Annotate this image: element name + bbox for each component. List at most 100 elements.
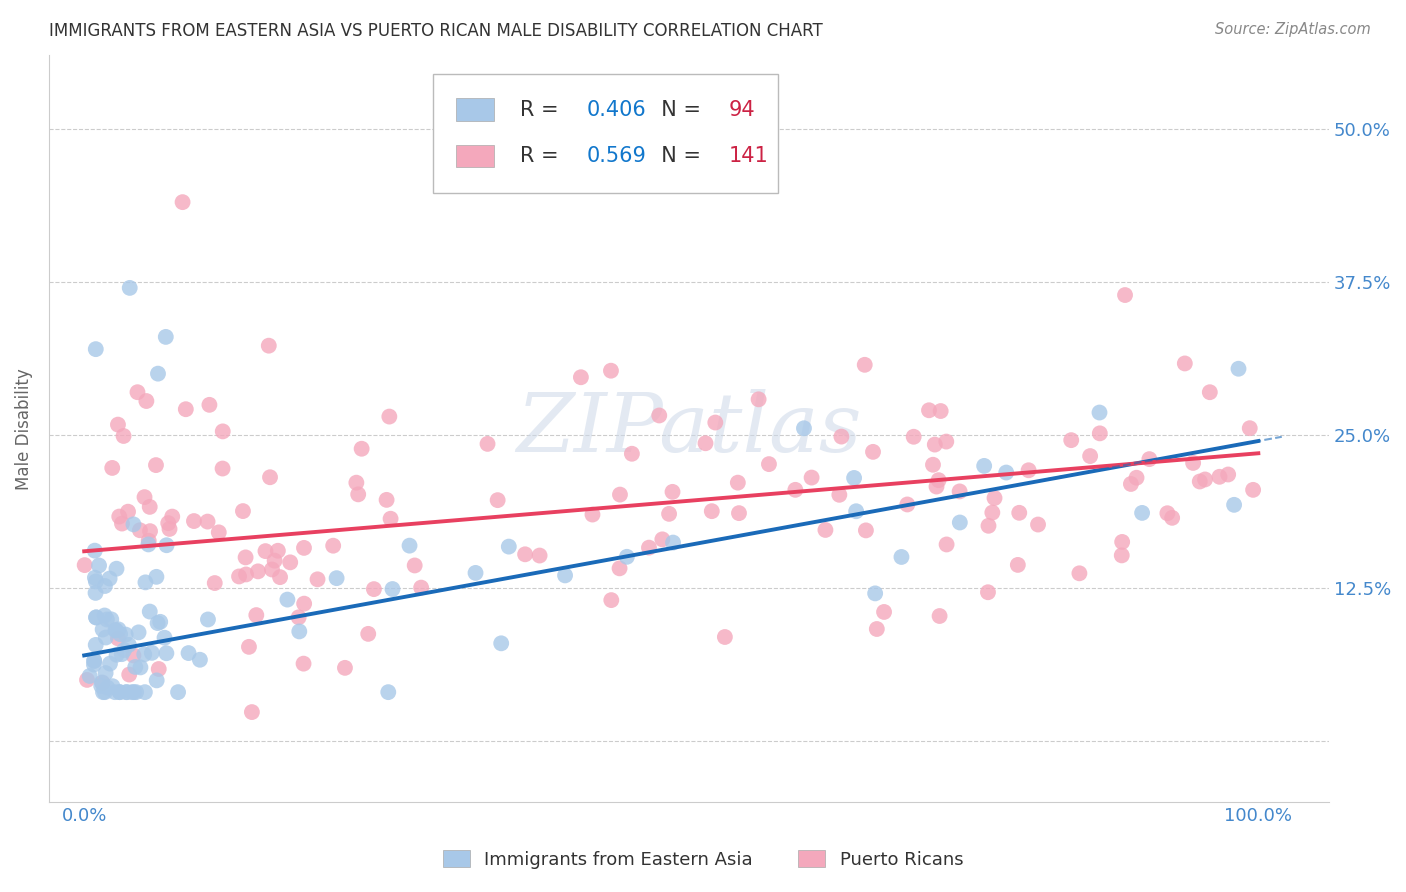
- Text: N =: N =: [648, 146, 707, 166]
- Text: N =: N =: [648, 100, 707, 120]
- Point: [344, 475, 367, 490]
- Point: [638, 541, 661, 555]
- Point: [104, 685, 127, 699]
- Point: [800, 470, 823, 484]
- Point: [1026, 517, 1049, 532]
- Point: [477, 437, 499, 451]
- Point: [363, 582, 385, 596]
- Point: [1008, 506, 1031, 520]
- Point: [845, 504, 868, 518]
- Point: [94, 666, 117, 681]
- Point: [569, 370, 592, 384]
- Point: [1088, 405, 1111, 419]
- Point: [1194, 473, 1216, 487]
- Point: [91, 675, 114, 690]
- Point: [307, 572, 329, 586]
- Point: [138, 537, 160, 551]
- Point: [830, 429, 852, 443]
- Point: [105, 562, 128, 576]
- Text: 141: 141: [728, 146, 768, 166]
- Point: [380, 512, 402, 526]
- Point: [1182, 456, 1205, 470]
- Point: [83, 657, 105, 672]
- Point: [108, 685, 131, 699]
- Point: [183, 514, 205, 528]
- Point: [127, 385, 149, 400]
- Point: [498, 540, 520, 554]
- Point: [377, 685, 399, 699]
- Point: [84, 610, 107, 624]
- Point: [122, 648, 145, 663]
- Point: [929, 404, 952, 418]
- FancyBboxPatch shape: [456, 98, 495, 121]
- Point: [84, 586, 107, 600]
- Point: [155, 538, 177, 552]
- Text: 94: 94: [728, 100, 755, 120]
- Point: [134, 648, 156, 662]
- Point: [134, 490, 156, 504]
- Point: [513, 547, 536, 561]
- Point: [254, 544, 277, 558]
- Point: [145, 673, 167, 688]
- Point: [93, 608, 115, 623]
- Point: [138, 500, 160, 514]
- Point: [695, 436, 717, 450]
- Point: [111, 516, 134, 531]
- Point: [949, 516, 972, 530]
- Point: [842, 471, 865, 485]
- Point: [84, 342, 107, 356]
- Point: [108, 685, 131, 699]
- Point: [107, 417, 129, 432]
- Point: [174, 402, 197, 417]
- Point: [375, 492, 398, 507]
- Point: [292, 657, 315, 671]
- Point: [1223, 498, 1246, 512]
- Point: [146, 367, 169, 381]
- Point: [87, 558, 110, 573]
- Point: [873, 605, 896, 619]
- Point: [124, 660, 146, 674]
- Point: [928, 609, 950, 624]
- Point: [347, 487, 370, 501]
- Point: [620, 447, 643, 461]
- Point: [118, 667, 141, 681]
- Point: [141, 646, 163, 660]
- Point: [94, 579, 117, 593]
- Point: [108, 509, 131, 524]
- FancyBboxPatch shape: [433, 74, 779, 194]
- Point: [1130, 506, 1153, 520]
- Point: [159, 522, 181, 536]
- Point: [76, 673, 98, 687]
- Point: [581, 508, 603, 522]
- Point: [935, 434, 957, 449]
- Point: [1208, 470, 1230, 484]
- Point: [1161, 511, 1184, 525]
- Point: [828, 488, 851, 502]
- Point: [609, 561, 631, 575]
- Point: [83, 654, 105, 668]
- Point: [727, 475, 749, 490]
- Point: [862, 445, 884, 459]
- Point: [616, 549, 638, 564]
- Point: [489, 636, 512, 650]
- Point: [600, 593, 623, 607]
- Point: [91, 676, 114, 690]
- Point: [84, 571, 107, 585]
- Point: [700, 504, 723, 518]
- Point: [1125, 471, 1147, 485]
- Point: [896, 498, 918, 512]
- Point: [278, 555, 301, 569]
- Point: [134, 685, 156, 699]
- Point: [411, 581, 433, 595]
- Point: [118, 281, 141, 295]
- Point: [464, 566, 486, 580]
- Point: [758, 457, 780, 471]
- Point: [129, 660, 152, 674]
- Point: [1174, 356, 1197, 370]
- Point: [228, 569, 250, 583]
- Point: [1111, 535, 1133, 549]
- Point: [357, 627, 380, 641]
- Point: [105, 648, 128, 662]
- Y-axis label: Male Disability: Male Disability: [15, 368, 32, 490]
- Point: [238, 640, 260, 654]
